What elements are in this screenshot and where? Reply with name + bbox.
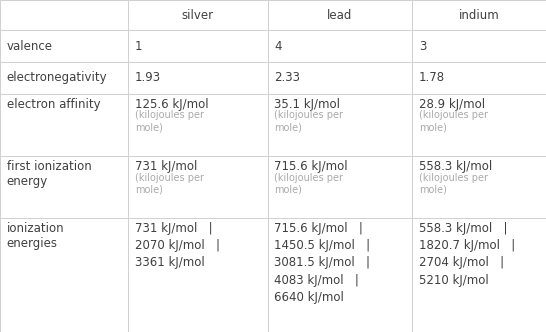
Text: electron affinity: electron affinity bbox=[7, 98, 100, 111]
Text: 731 kJ/mol: 731 kJ/mol bbox=[135, 160, 197, 173]
Text: 6640 kJ/mol: 6640 kJ/mol bbox=[274, 291, 344, 304]
Text: 558.3 kJ/mol   |: 558.3 kJ/mol | bbox=[419, 222, 507, 235]
Text: 28.9 kJ/mol: 28.9 kJ/mol bbox=[419, 98, 485, 111]
Text: electronegativity: electronegativity bbox=[7, 71, 107, 84]
Text: 558.3 kJ/mol: 558.3 kJ/mol bbox=[419, 160, 492, 173]
Text: valence: valence bbox=[7, 40, 52, 52]
Text: 1.93: 1.93 bbox=[135, 71, 161, 84]
Text: indium: indium bbox=[459, 9, 500, 22]
Text: 1.78: 1.78 bbox=[419, 71, 445, 84]
Text: first ionization
energy: first ionization energy bbox=[7, 160, 91, 188]
Text: 4083 kJ/mol   |: 4083 kJ/mol | bbox=[274, 274, 359, 287]
Text: 715.6 kJ/mol: 715.6 kJ/mol bbox=[274, 160, 348, 173]
Text: ionization
energies: ionization energies bbox=[7, 222, 64, 250]
Text: 35.1 kJ/mol: 35.1 kJ/mol bbox=[274, 98, 340, 111]
Text: 2704 kJ/mol   |: 2704 kJ/mol | bbox=[419, 257, 504, 270]
Text: 1450.5 kJ/mol   |: 1450.5 kJ/mol | bbox=[274, 239, 370, 252]
Text: (kilojoules per
mole): (kilojoules per mole) bbox=[135, 111, 204, 132]
Text: (kilojoules per
mole): (kilojoules per mole) bbox=[419, 111, 488, 132]
Text: 3081.5 kJ/mol   |: 3081.5 kJ/mol | bbox=[274, 257, 370, 270]
Text: 4: 4 bbox=[274, 40, 282, 52]
Text: (kilojoules per
mole): (kilojoules per mole) bbox=[274, 111, 343, 132]
Text: 2.33: 2.33 bbox=[274, 71, 300, 84]
Text: 1820.7 kJ/mol   |: 1820.7 kJ/mol | bbox=[419, 239, 515, 252]
Text: 125.6 kJ/mol: 125.6 kJ/mol bbox=[135, 98, 209, 111]
Text: (kilojoules per
mole): (kilojoules per mole) bbox=[135, 173, 204, 194]
Text: 2070 kJ/mol   |: 2070 kJ/mol | bbox=[135, 239, 220, 252]
Text: 731 kJ/mol   |: 731 kJ/mol | bbox=[135, 222, 212, 235]
Text: 3361 kJ/mol: 3361 kJ/mol bbox=[135, 257, 205, 270]
Text: (kilojoules per
mole): (kilojoules per mole) bbox=[274, 173, 343, 194]
Text: 1: 1 bbox=[135, 40, 143, 52]
Text: lead: lead bbox=[327, 9, 353, 22]
Text: silver: silver bbox=[182, 9, 214, 22]
Text: 715.6 kJ/mol   |: 715.6 kJ/mol | bbox=[274, 222, 363, 235]
Text: 5210 kJ/mol: 5210 kJ/mol bbox=[419, 274, 489, 287]
Text: (kilojoules per
mole): (kilojoules per mole) bbox=[419, 173, 488, 194]
Text: 3: 3 bbox=[419, 40, 426, 52]
